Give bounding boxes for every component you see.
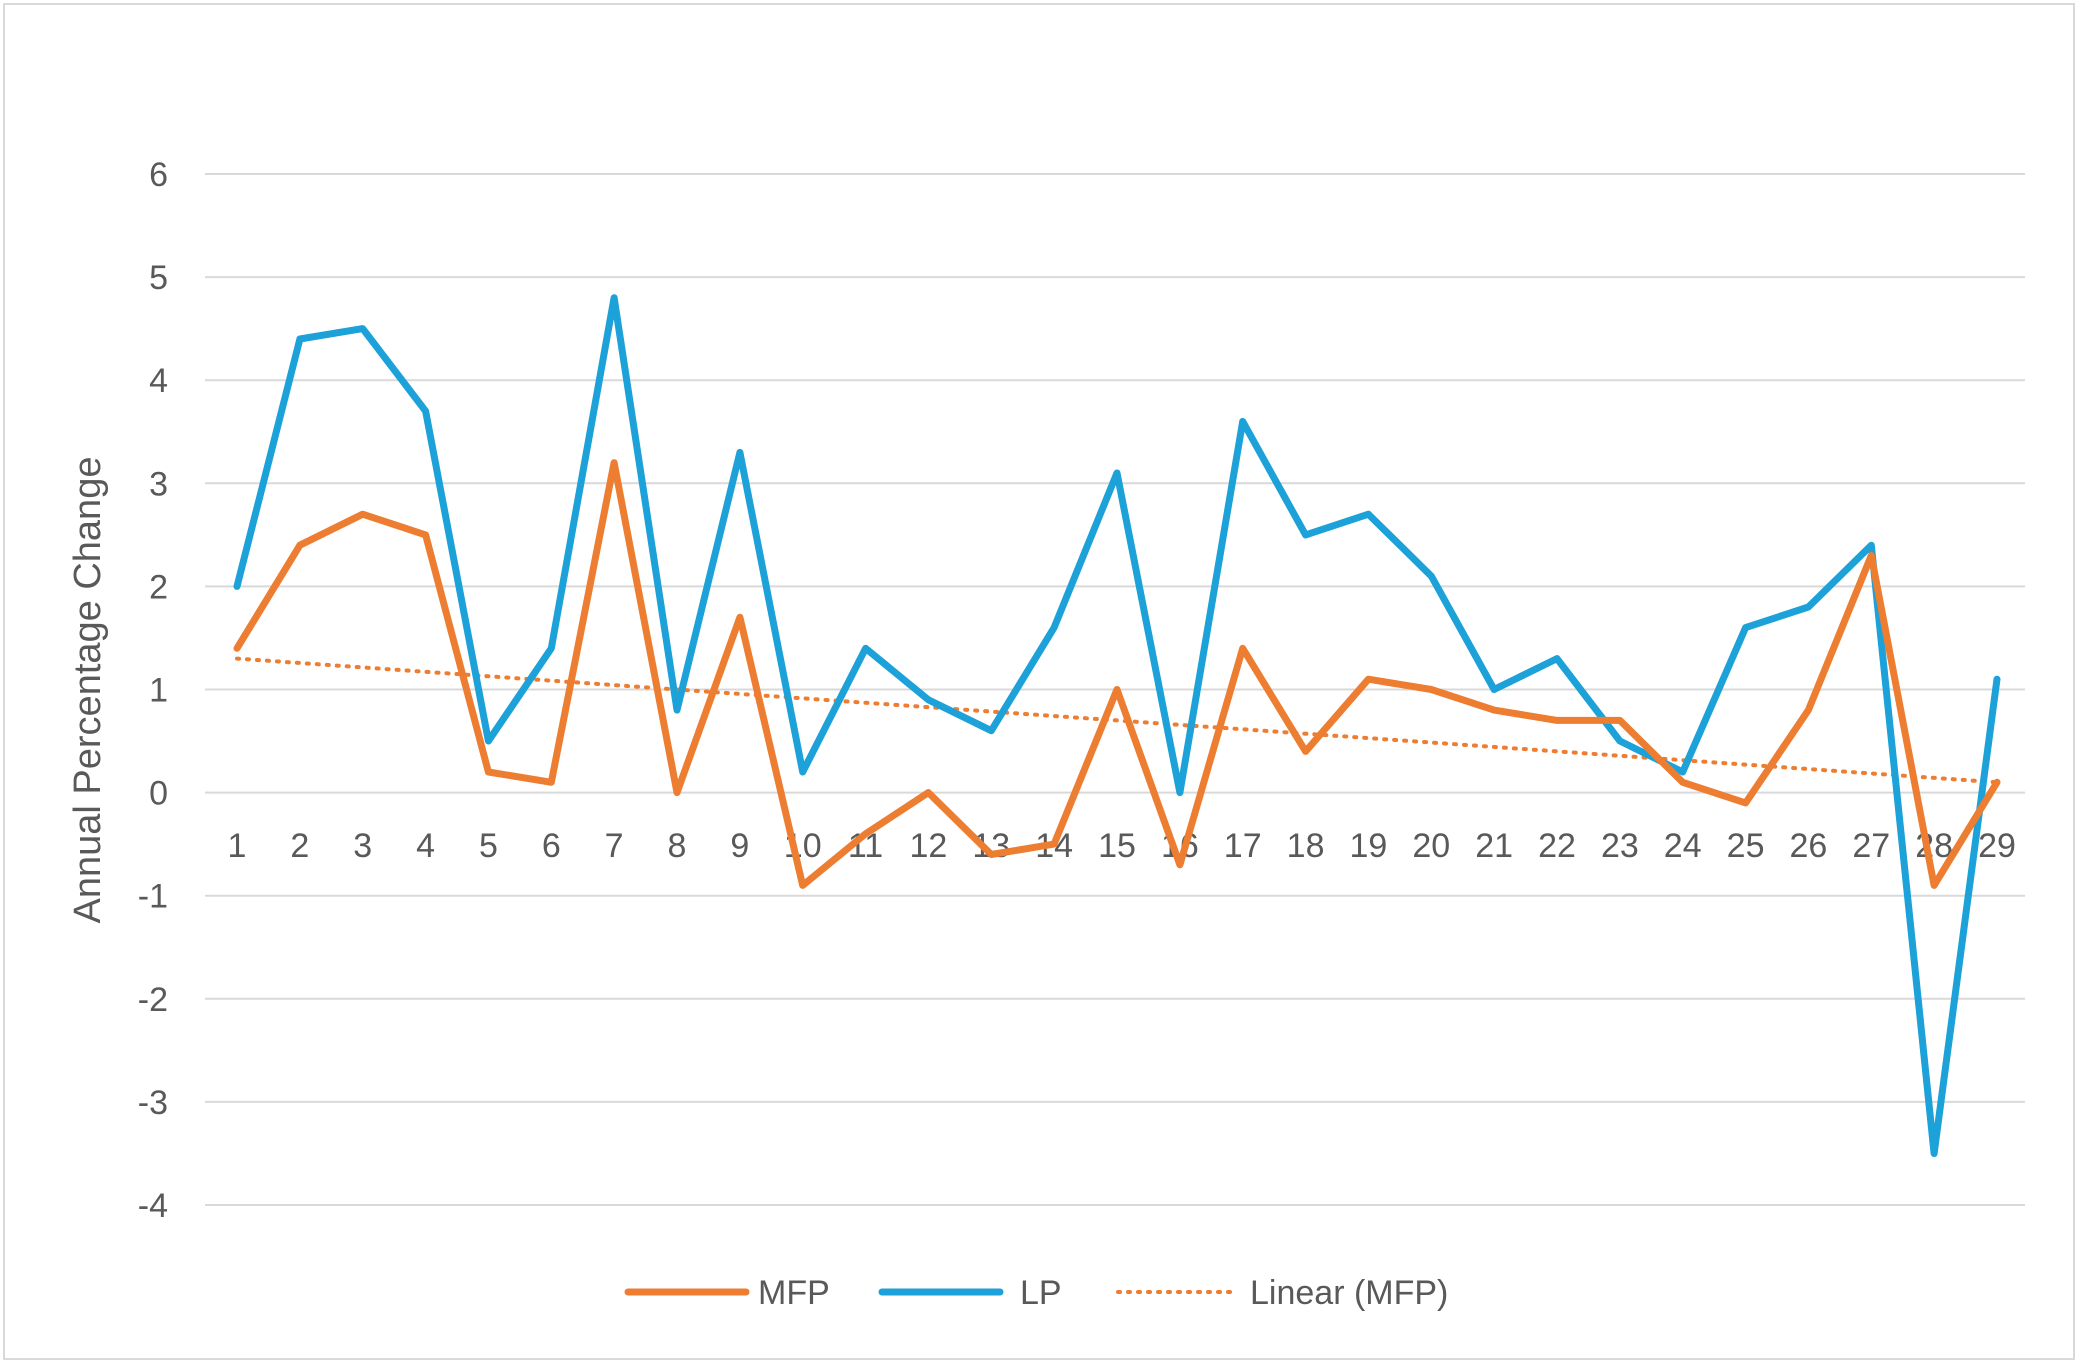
x-tick-label: 20	[1412, 827, 1450, 865]
trendline-linear-mfp	[235, 656, 1999, 785]
x-tick-label: 25	[1727, 827, 1765, 865]
legend-label: MFP	[758, 1274, 830, 1312]
legend-label: LP	[1020, 1274, 1062, 1312]
x-tick-label: 4	[416, 827, 435, 865]
legend-label: Linear (MFP)	[1250, 1274, 1448, 1312]
x-tick-label: 5	[479, 827, 498, 865]
x-tick-label: 8	[668, 827, 687, 865]
y-tick-label: 5	[149, 259, 168, 297]
series-lines	[233, 294, 2001, 1157]
x-tick-label: 24	[1664, 827, 1702, 865]
x-tick-label: 9	[730, 827, 749, 865]
y-tick-label: 2	[149, 568, 168, 606]
y-tick-label: -1	[138, 878, 168, 916]
x-tick-label: 22	[1538, 827, 1576, 865]
x-tick-label: 7	[605, 827, 624, 865]
x-tick-label: 19	[1350, 827, 1388, 865]
y-axis-title: Annual Percentage Change	[67, 457, 109, 924]
y-tick-label: 6	[149, 156, 168, 194]
x-tick-label: 15	[1098, 827, 1136, 865]
y-tick-label: 0	[149, 775, 168, 813]
y-tick-label: -2	[138, 981, 168, 1019]
x-tick-label: 26	[1790, 827, 1828, 865]
y-tick-label: -4	[138, 1187, 168, 1225]
y-tick-label: 1	[149, 672, 168, 710]
x-tick-label: 1	[228, 827, 247, 865]
y-axis-tick-labels: 6 5 4 3 2 1 0 -1 -2 -3 -4	[138, 156, 168, 1225]
x-tick-label: 17	[1224, 827, 1262, 865]
y-tick-label: 3	[149, 465, 168, 503]
legend: MFP LP Linear (MFP)	[624, 1274, 1448, 1312]
x-tick-label: 27	[1852, 827, 1890, 865]
x-tick-label: 3	[353, 827, 372, 865]
x-tick-label: 12	[910, 827, 948, 865]
y-tick-label: -3	[138, 1084, 168, 1122]
x-axis-tick-labels: 1 2 3 4 5 6 7 8 9 10 11 12 13 14 15 16 17 18 19 20 21 22 23 24 2…	[228, 827, 2016, 865]
series-line-lp	[233, 294, 2001, 1157]
x-tick-label: 23	[1601, 827, 1639, 865]
y-tick-label: 4	[149, 362, 168, 400]
series-line-mfp	[233, 459, 2001, 889]
chart-area	[3, 3, 2075, 1360]
x-tick-label: 18	[1287, 827, 1325, 865]
x-tick-label: 2	[290, 827, 309, 865]
x-tick-label: 21	[1475, 827, 1513, 865]
x-tick-label: 29	[1978, 827, 2016, 865]
x-tick-label: 6	[542, 827, 561, 865]
